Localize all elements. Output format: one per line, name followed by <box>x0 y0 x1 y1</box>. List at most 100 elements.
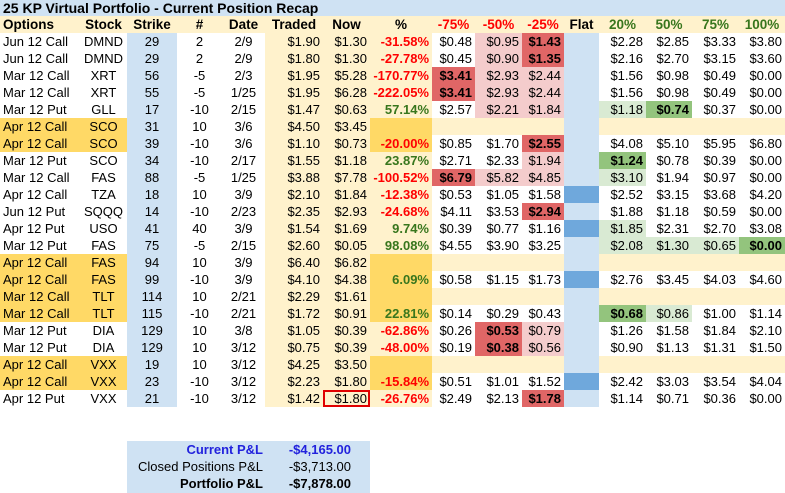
scenario-cell[interactable] <box>522 288 564 305</box>
flat-cell[interactable] <box>564 254 599 271</box>
scenario-cell[interactable]: $3.03 <box>656 374 689 389</box>
scenario-cell[interactable]: $0.90 <box>475 50 522 67</box>
stock-cell[interactable]: USO <box>89 221 118 236</box>
scenario-cell[interactable]: $0.00 <box>749 153 782 168</box>
portfolio-pnl-value[interactable]: -$7,878.00 <box>288 476 351 491</box>
scenario-cell[interactable]: $1.14 <box>610 391 643 406</box>
scenario-cell[interactable]: $3.15 <box>703 51 736 66</box>
traded-cell[interactable]: $4.25 <box>265 356 323 373</box>
strike-cell[interactable]: 39 <box>127 135 177 152</box>
scenario-cell[interactable]: $0.95 <box>475 33 522 50</box>
scenario-cell[interactable]: $3.15 <box>656 187 689 202</box>
flat-cell[interactable] <box>564 152 599 169</box>
scenario-cell[interactable]: $6.80 <box>749 136 782 151</box>
scenario-cell[interactable] <box>739 356 785 373</box>
scenario-cell[interactable] <box>646 356 692 373</box>
pct-change-cell[interactable]: 23.87% <box>370 152 432 169</box>
scenario-cell[interactable]: $0.97 <box>703 170 736 185</box>
pct-change-cell[interactable]: -48.00% <box>370 339 432 356</box>
column-header[interactable]: Traded <box>265 16 323 33</box>
stock-cell[interactable]: GLL <box>91 102 116 117</box>
scenario-cell[interactable]: $2.08 <box>599 237 646 254</box>
options-cell[interactable]: Apr 12 Call <box>0 254 80 271</box>
scenario-cell[interactable]: $1.70 <box>486 136 519 151</box>
scenario-cell[interactable]: $1.56 <box>610 85 643 100</box>
scenario-cell[interactable] <box>692 356 739 373</box>
strike-cell[interactable]: 23 <box>127 373 177 390</box>
strike-cell[interactable]: 21 <box>127 390 177 407</box>
traded-cell[interactable]: $1.80 <box>265 50 323 67</box>
qty-cell[interactable]: 10 <box>192 357 207 372</box>
scenario-cell[interactable] <box>599 118 646 135</box>
pct-change-cell[interactable] <box>370 288 432 305</box>
column-header[interactable]: Now <box>323 16 370 33</box>
scenario-cell[interactable]: $2.21 <box>475 101 522 118</box>
qty-cell[interactable]: -5 <box>193 238 206 253</box>
flat-cell[interactable] <box>564 271 599 288</box>
scenario-cell[interactable]: $1.00 <box>703 306 736 321</box>
options-cell[interactable]: Jun 12 Call <box>3 34 69 49</box>
scenario-cell[interactable]: $0.79 <box>522 322 564 339</box>
scenario-cell[interactable] <box>432 288 475 305</box>
scenario-cell[interactable]: $1.78 <box>522 390 564 407</box>
scenario-cell[interactable]: $1.58 <box>656 323 689 338</box>
strike-cell[interactable]: 99 <box>127 271 177 288</box>
scenario-cell[interactable]: $1.01 <box>486 374 519 389</box>
scenario-cell[interactable]: $2.13 <box>486 391 519 406</box>
now-cell[interactable]: $0.91 <box>323 305 370 322</box>
column-header[interactable]: Date <box>222 16 265 33</box>
date-cell[interactable]: 2/3 <box>234 68 253 83</box>
scenario-cell[interactable] <box>646 118 692 135</box>
scenario-cell[interactable]: $0.59 <box>703 204 736 219</box>
scenario-cell[interactable]: $0.56 <box>522 339 564 356</box>
qty-cell[interactable]: -5 <box>193 170 206 185</box>
scenario-cell[interactable]: $2.31 <box>656 221 689 236</box>
scenario-cell[interactable]: $2.70 <box>703 221 736 236</box>
scenario-cell[interactable]: $1.84 <box>703 323 736 338</box>
date-cell[interactable]: 3/12 <box>230 391 257 406</box>
scenario-cell[interactable] <box>692 288 739 305</box>
options-cell[interactable]: Mar 12 Call <box>3 170 70 185</box>
scenario-cell[interactable]: $3.68 <box>703 187 736 202</box>
scenario-cell[interactable]: $1.35 <box>522 50 564 67</box>
scenario-cell[interactable]: $0.00 <box>749 204 782 219</box>
strike-cell[interactable]: 29 <box>127 50 177 67</box>
now-cell[interactable]: $4.38 <box>323 271 370 288</box>
scenario-cell[interactable]: $0.45 <box>439 51 472 66</box>
scenario-cell[interactable]: $1.18 <box>599 101 646 118</box>
strike-cell[interactable]: 41 <box>127 220 177 237</box>
strike-cell[interactable]: 18 <box>127 186 177 203</box>
qty-cell[interactable]: 10 <box>192 340 207 355</box>
scenario-cell[interactable]: $1.05 <box>486 187 519 202</box>
scenario-cell[interactable]: $2.52 <box>610 187 643 202</box>
scenario-cell[interactable]: $6.79 <box>432 169 475 186</box>
scenario-cell[interactable]: $0.48 <box>439 34 472 49</box>
date-cell[interactable]: 2/9 <box>234 51 253 66</box>
pct-change-cell[interactable]: 9.74% <box>370 220 432 237</box>
traded-cell[interactable]: $0.75 <box>265 339 323 356</box>
scenario-cell[interactable]: $4.03 <box>703 272 736 287</box>
flat-cell[interactable] <box>564 237 599 254</box>
scenario-cell[interactable]: $4.04 <box>749 374 782 389</box>
traded-cell[interactable]: $1.72 <box>265 305 323 322</box>
scenario-cell[interactable]: $1.52 <box>528 374 561 389</box>
strike-cell[interactable]: 19 <box>127 356 177 373</box>
column-header[interactable]: Flat <box>564 16 599 33</box>
sheet-title[interactable]: 25 KP Virtual Portfolio - Current Positi… <box>0 0 785 16</box>
stock-cell[interactable]: SCO <box>80 135 127 152</box>
strike-cell[interactable]: 94 <box>127 254 177 271</box>
date-cell[interactable]: 2/15 <box>230 238 257 253</box>
qty-cell[interactable]: 10 <box>192 187 207 202</box>
scenario-cell[interactable] <box>432 254 475 271</box>
scenario-cell[interactable]: $2.57 <box>439 102 472 117</box>
options-cell[interactable]: Mar 12 Call <box>3 68 70 83</box>
scenario-cell[interactable]: $4.11 <box>440 204 472 219</box>
scenario-cell[interactable]: $0.86 <box>646 305 692 322</box>
qty-cell[interactable]: -10 <box>190 153 209 168</box>
date-cell[interactable]: 1/25 <box>230 170 257 185</box>
scenario-cell[interactable]: $0.98 <box>656 85 689 100</box>
flat-cell[interactable] <box>564 305 599 322</box>
traded-cell[interactable]: $4.10 <box>265 271 323 288</box>
qty-cell[interactable]: -10 <box>190 391 209 406</box>
flat-cell[interactable] <box>564 322 599 339</box>
